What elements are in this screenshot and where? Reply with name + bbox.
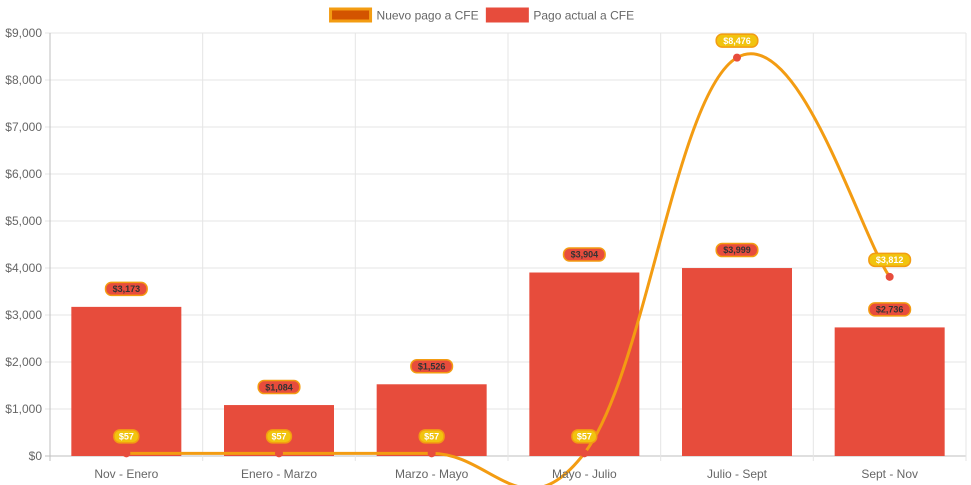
legend-label[interactable]: Pago actual a CFE (533, 9, 634, 23)
line-point (275, 449, 283, 458)
bar-data-label: $2,736 (876, 305, 904, 315)
y-tick-label: $6,000 (5, 167, 42, 181)
y-tick-label: $0 (29, 449, 43, 463)
line-data-label-bg (571, 429, 598, 444)
y-tick-label: $3,000 (5, 308, 42, 322)
bar-series (71, 268, 945, 456)
line-data-label-bg (418, 429, 445, 444)
bar-data-label: $1,526 (418, 361, 446, 371)
line-point (733, 53, 741, 62)
y-tick-label: $8,000 (5, 73, 42, 87)
line-point (122, 449, 131, 458)
grid (45, 32, 967, 461)
bar (529, 272, 640, 456)
y-tick-label: $7,000 (5, 120, 42, 134)
bar-data-label-bg (257, 379, 301, 395)
line-data-label-bg (715, 33, 759, 48)
line-data-label: $57 (119, 432, 134, 442)
legend-swatch (329, 7, 373, 23)
y-tick-label: $9,000 (5, 26, 42, 40)
line-data-label-bg (265, 429, 293, 444)
line-data-label-bg (113, 429, 140, 444)
line-data-label: $3,812 (876, 255, 904, 265)
line-point (580, 449, 589, 458)
x-tick-label: Marzo - Mayo (395, 467, 469, 481)
y-tick-label: $2,000 (5, 355, 42, 369)
line-data-label: $57 (271, 432, 286, 442)
bar (376, 384, 487, 456)
bar-data-label: $1,084 (265, 382, 293, 392)
line-point (427, 449, 436, 458)
y-tick-label: $1,000 (5, 402, 42, 416)
bar (682, 268, 792, 456)
data-labels: $3,173 $1,084 $1,526 $3,904 $3,999 $2,736 $57 $… (104, 33, 912, 444)
legend-label[interactable]: Nuevo pago a CFE (377, 9, 479, 23)
legend: Nuevo pago a CFE Pago actual a CFE (329, 7, 634, 23)
line-data-label-bg (868, 252, 912, 268)
line-data-label: $57 (424, 432, 439, 442)
bar-data-label-bg (104, 281, 148, 297)
bar-data-label-bg (562, 247, 606, 262)
bar-data-label: $3,173 (113, 284, 141, 294)
x-tick-label: Nov - Enero (94, 467, 158, 481)
x-tick-label: Julio - Sept (707, 467, 768, 481)
bar-data-label-bg (868, 302, 912, 317)
y-tick-label: $5,000 (5, 214, 42, 228)
bar-data-label: $3,904 (571, 250, 599, 260)
legend-swatch (485, 7, 529, 23)
line-data-label: $57 (577, 432, 592, 442)
y-tick-label: $4,000 (5, 261, 42, 275)
x-tick-label: Mayo - Julio (552, 467, 617, 481)
x-tick-label: Sept - Nov (861, 467, 918, 481)
bar-data-label-bg (410, 359, 454, 374)
line-series (122, 52, 894, 485)
bar-data-label-bg (715, 242, 759, 258)
axes: $0 $1,000 $2,000 $3,000 $4,000 $5,000 $6,000 $7… (5, 26, 918, 481)
x-tick-label: Enero - Marzo (241, 467, 317, 481)
bar (834, 327, 945, 456)
bar-data-label: $3,999 (723, 245, 751, 255)
line-data-label: $8,476 (723, 36, 751, 46)
line-point (885, 272, 894, 281)
